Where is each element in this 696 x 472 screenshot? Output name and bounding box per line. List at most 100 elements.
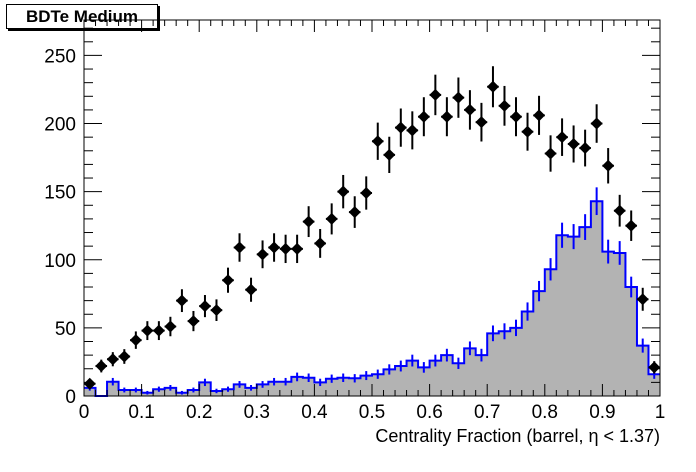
x-tick-label: 0.7 [474,402,500,423]
data-point [636,287,649,311]
data-marker [198,300,211,313]
data-point [452,77,465,118]
data-point [486,66,499,108]
data-point [348,196,361,228]
x-tick-label: 0.8 [532,402,558,423]
data-marker [590,117,603,130]
x-axis-title: Centrality Fraction (barrel, η < 1.37) [375,426,660,446]
data-point [187,310,200,332]
data-marker [648,361,661,374]
data-marker [187,315,200,328]
data-marker [636,293,649,306]
data-marker [602,159,615,172]
data-point [510,97,522,137]
data-marker [452,91,465,104]
x-tick-label: 0 [79,402,90,423]
data-point [325,203,338,235]
data-point [164,316,177,337]
data-point [314,229,327,258]
data-point [233,233,246,262]
data-marker [510,110,522,123]
data-point [602,148,615,184]
data-point [245,277,258,302]
data-point [533,95,546,135]
data-marker [268,241,281,254]
data-point [222,267,234,293]
data-point [291,234,304,264]
data-marker [371,135,384,148]
data-marker [394,121,407,134]
data-point [406,111,419,150]
y-tick-label: 200 [44,115,76,136]
y-tick-label: 50 [55,319,76,340]
data-marker [544,147,557,160]
data-marker [245,283,258,296]
data-point [498,85,511,126]
data-point [383,136,396,173]
data-point [371,122,384,160]
data-point [268,233,281,262]
x-tick-label: 0.2 [186,402,212,423]
data-marker [625,219,638,232]
data-point [141,321,154,341]
data-point [83,377,96,390]
data-point [118,349,131,364]
data-point [337,174,350,209]
data-point [302,206,315,238]
data-point [463,90,476,130]
data-marker [302,215,315,228]
x-tick-label: 0.1 [128,402,154,423]
x-tick-label: 0.4 [301,402,328,423]
data-point [613,194,626,227]
data-point [429,74,442,116]
data-point [648,361,661,374]
data-marker [498,99,511,112]
data-point [256,240,269,269]
data-marker [141,324,154,337]
data-point [394,108,407,147]
y-tick-label: 0 [65,387,76,408]
data-point [567,125,580,163]
data-point [95,359,108,373]
data-marker [486,80,499,93]
y-tick-label: 250 [44,46,76,67]
data-marker [440,110,453,123]
signal-histogram-fill [84,201,660,396]
data-marker [175,294,188,307]
data-point [417,97,430,137]
data-point [175,289,188,313]
data-marker [210,304,223,317]
data-marker [429,88,442,101]
data-marker [533,109,546,122]
data-marker [222,274,234,287]
data-marker [291,242,304,255]
data-marker [360,187,373,200]
data-marker [579,142,592,155]
data-point [210,299,223,321]
data-point [579,129,592,167]
data-point [625,210,638,241]
data-marker [337,185,350,198]
data-marker [567,137,580,150]
data-point [106,352,119,367]
y-tick-label: 150 [44,183,76,204]
data-marker [475,116,488,129]
x-tick-label: 0.9 [589,402,615,423]
data-marker [348,206,361,219]
data-point [198,295,211,318]
data-point [440,97,453,137]
data-point [129,331,142,349]
data-marker [129,334,142,347]
data-marker [556,131,569,144]
data-marker [463,103,476,116]
data-marker [325,212,338,225]
data-point [152,321,165,341]
data-marker [118,350,131,363]
data-point [279,234,292,264]
data-marker [406,124,419,137]
data-marker [279,242,292,255]
data-marker [613,204,626,217]
data-point [544,135,557,172]
data-point [475,102,488,142]
data-marker [83,377,96,390]
